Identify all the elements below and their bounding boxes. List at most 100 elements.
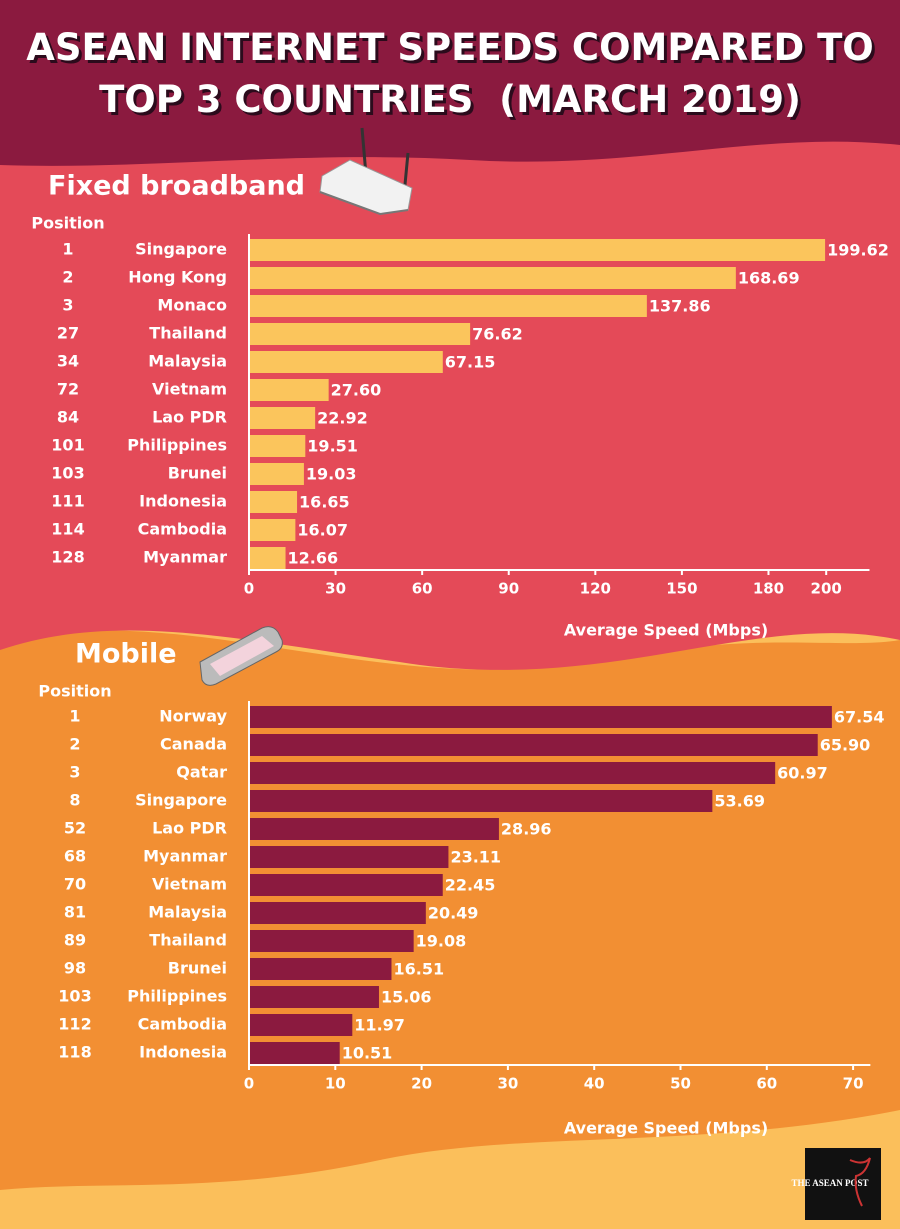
- bar: [249, 1042, 340, 1064]
- chart-title: Mobile: [75, 639, 177, 670]
- x-tick-label: 30: [325, 580, 346, 598]
- x-tick-label: 90: [498, 580, 519, 598]
- category-label: Brunei: [168, 959, 227, 978]
- position-label: 118: [58, 1043, 91, 1062]
- category-label: Malaysia: [148, 903, 227, 922]
- category-label: Myanmar: [143, 847, 227, 866]
- position-label: 8: [69, 791, 80, 810]
- value-label: 22.92: [317, 409, 368, 428]
- bar: [249, 435, 306, 457]
- x-tick-label: 0: [244, 580, 254, 598]
- category-label: Malaysia: [148, 352, 227, 371]
- category-label: Philippines: [127, 987, 227, 1006]
- category-label: Singapore: [135, 240, 227, 259]
- bar: [249, 351, 443, 373]
- category-label: Myanmar: [143, 548, 227, 567]
- value-label: 15.06: [381, 988, 432, 1007]
- position-label: 27: [57, 324, 79, 343]
- bar: [249, 706, 832, 728]
- category-label: Qatar: [176, 763, 227, 782]
- x-tick-label: 60: [756, 1075, 777, 1093]
- value-label: 28.96: [501, 820, 552, 839]
- bar: [249, 874, 443, 896]
- bar: [249, 846, 449, 868]
- bar: [249, 762, 776, 784]
- category-label: Vietnam: [152, 875, 227, 894]
- x-tick-label: 180: [753, 580, 784, 598]
- bar: [249, 930, 414, 952]
- value-label: 65.90: [820, 736, 871, 755]
- position-label: 111: [51, 492, 84, 511]
- bar: [249, 958, 392, 980]
- bar: [249, 986, 379, 1008]
- position-label: 3: [69, 763, 80, 782]
- value-label: 76.62: [472, 325, 523, 344]
- value-label: 168.69: [738, 269, 800, 288]
- x-tick-label: 200: [811, 580, 842, 598]
- bar: [249, 734, 818, 756]
- bar: [249, 267, 736, 289]
- x-tick-label: 150: [666, 580, 697, 598]
- category-label: Lao PDR: [152, 408, 227, 427]
- column-header: Position: [31, 214, 104, 233]
- category-label: Vietnam: [152, 380, 227, 399]
- position-label: 98: [64, 959, 86, 978]
- value-label: 137.86: [649, 297, 711, 316]
- position-label: 2: [62, 268, 73, 287]
- x-tick-label: 60: [412, 580, 433, 598]
- bar: [249, 379, 329, 401]
- category-label: Thailand: [149, 931, 227, 950]
- position-label: 81: [64, 903, 86, 922]
- category-label: Philippines: [127, 436, 227, 455]
- value-label: 19.51: [307, 437, 358, 456]
- bar: [249, 547, 286, 569]
- value-label: 23.11: [450, 848, 501, 867]
- position-label: 1: [62, 240, 73, 259]
- bar: [249, 295, 647, 317]
- position-label: 2: [69, 735, 80, 754]
- x-axis-label: Average Speed (Mbps): [564, 621, 768, 640]
- bar: [249, 818, 499, 840]
- value-label: 67.54: [834, 708, 885, 727]
- value-label: 19.08: [416, 932, 467, 951]
- value-label: 12.66: [288, 549, 339, 568]
- position-label: 84: [57, 408, 79, 427]
- position-label: 101: [51, 436, 84, 455]
- value-label: 16.65: [299, 493, 350, 512]
- value-label: 53.69: [714, 792, 765, 811]
- x-tick-label: 50: [670, 1075, 691, 1093]
- position-label: 1: [69, 707, 80, 726]
- bar: [249, 902, 426, 924]
- category-label: Brunei: [168, 464, 227, 483]
- value-label: 19.03: [306, 465, 357, 484]
- category-label: Norway: [159, 707, 227, 726]
- value-label: 60.97: [777, 764, 828, 783]
- category-label: Hong Kong: [128, 268, 227, 287]
- x-axis-label: Average Speed (Mbps): [564, 1119, 768, 1138]
- position-label: 103: [58, 987, 91, 1006]
- bar: [249, 1014, 353, 1036]
- value-label: 27.60: [331, 381, 382, 400]
- chart-title: Fixed broadband: [48, 171, 305, 202]
- category-label: Thailand: [149, 324, 227, 343]
- value-label: 16.51: [393, 960, 444, 979]
- x-tick-label: 20: [411, 1075, 432, 1093]
- category-label: Monaco: [157, 296, 227, 315]
- value-label: 199.62: [827, 241, 889, 260]
- value-label: 20.49: [428, 904, 479, 923]
- logo-text: THE ASEAN POST: [791, 1178, 868, 1188]
- x-tick-label: 120: [580, 580, 611, 598]
- phone-icon: [199, 626, 283, 686]
- position-label: 72: [57, 380, 79, 399]
- column-header: Position: [38, 682, 111, 701]
- logo: THE ASEAN POST: [791, 1148, 881, 1220]
- position-label: 112: [58, 1015, 91, 1034]
- bar: [249, 407, 316, 429]
- router-icon: [319, 127, 413, 216]
- bar: [249, 323, 471, 345]
- bar: [249, 239, 826, 261]
- position-label: 3: [62, 296, 73, 315]
- value-label: 16.07: [297, 521, 348, 540]
